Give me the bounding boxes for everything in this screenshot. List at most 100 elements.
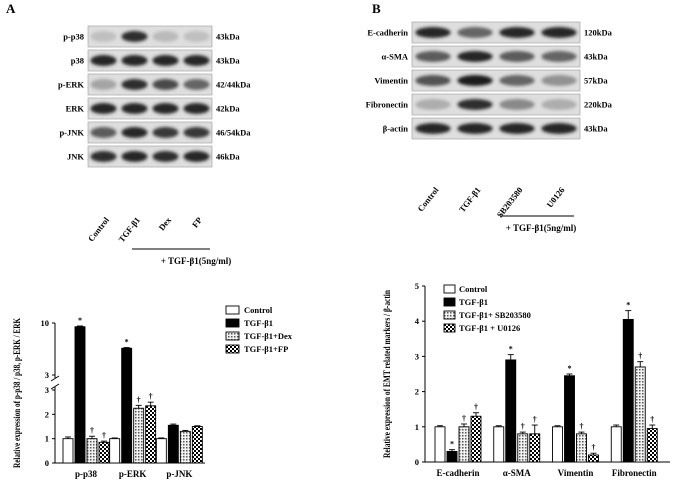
bar	[517, 433, 529, 463]
blot-band	[183, 55, 210, 66]
blot-row-size: 42kDa	[216, 104, 240, 114]
bar	[145, 405, 157, 464]
blot-panel-b: E-cadherin 120kDa α-SMA 43kDa Vimentin 57kDa F…	[366, 21, 613, 220]
blot-strip	[87, 97, 213, 120]
x-tick-label: E-cadherin	[436, 468, 479, 478]
legend-swatch	[225, 331, 240, 341]
blot-strip	[411, 117, 581, 140]
blot-lane-label: U0126	[544, 185, 566, 209]
y-tick-label: 1	[415, 422, 419, 432]
blot-row-label: p-ERK	[58, 80, 84, 90]
blot-band	[499, 75, 535, 86]
blot-band	[183, 151, 210, 162]
legend-swatch	[225, 305, 240, 315]
y-tick-label: 1	[45, 434, 49, 444]
significance-mark: *	[450, 440, 454, 449]
bar	[98, 441, 110, 464]
blot-strip	[411, 45, 581, 68]
blot-band	[541, 75, 577, 86]
blot-band	[90, 103, 117, 114]
significance-mark: †	[533, 415, 537, 424]
significance-mark: †	[137, 395, 141, 404]
legend-label: TGF-β1+FP	[244, 344, 288, 354]
y-tick-label: 4	[415, 316, 420, 326]
legend-label: TGF-β1	[244, 318, 273, 328]
significance-mark: †	[521, 422, 525, 431]
bar	[86, 438, 98, 464]
legend-label: Control	[244, 305, 273, 315]
blot-band	[90, 127, 117, 138]
bar	[634, 366, 646, 463]
blot-band	[183, 79, 210, 90]
blot-band	[183, 31, 210, 42]
blot-band	[457, 75, 493, 86]
bar	[167, 424, 179, 464]
significance-mark: †	[592, 443, 596, 452]
significance-mark: †	[650, 415, 654, 424]
blot-lane-label: FP	[190, 215, 204, 229]
blot-band	[499, 27, 535, 38]
blot-band	[90, 79, 117, 90]
y-tick-label: 10	[41, 318, 50, 328]
blot-strip	[411, 69, 581, 92]
x-tick-label: p-p38	[75, 469, 98, 479]
x-tick-label: α-SMA	[503, 468, 532, 478]
significance-mark: †	[580, 422, 584, 431]
bar	[564, 375, 575, 463]
y-axis-title: Relative expression of EMT related marke…	[382, 290, 392, 458]
blot-lane-label: TGF-β1	[457, 185, 483, 214]
blot-band	[457, 99, 493, 110]
blot-row-size: 46/54kDa	[216, 128, 251, 138]
blot-row-size: 46kDa	[216, 152, 240, 162]
bar	[74, 326, 86, 464]
blot-row-size: 120kDa	[584, 28, 613, 38]
bar	[109, 438, 121, 464]
y-tick-label: 3	[415, 351, 419, 361]
blot-band	[415, 123, 451, 134]
significance-mark: *	[568, 364, 572, 373]
axis-break-mark	[50, 375, 60, 382]
blot-band	[499, 51, 535, 62]
blot-band	[121, 103, 148, 114]
blot-strip	[411, 21, 581, 44]
blot-row-label: p-p38	[63, 32, 84, 42]
legend-swatch	[443, 310, 456, 320]
blot-lane-label: Control	[86, 215, 112, 244]
y-tick-label: 0	[45, 458, 49, 468]
blot-panel-a: p-p38 43kDa p38 43kDa p-ERK 42/44kDa ERK 42kDa p…	[58, 25, 251, 244]
blot-row-label: E-cadherin	[367, 28, 408, 38]
blot-strip	[87, 121, 213, 144]
blot-strip	[87, 145, 213, 168]
blot-band	[152, 103, 179, 114]
blot-band	[90, 151, 117, 162]
legend-label: Control	[459, 284, 488, 294]
blot-band	[541, 99, 577, 110]
chart-a: 0 1 2 3 3 10 Relative expression of p-p38 / p3…	[12, 305, 293, 479]
bar	[191, 426, 203, 464]
blot-band	[415, 99, 451, 110]
bar	[588, 454, 599, 463]
legend-label: TGF-β1	[459, 297, 488, 307]
bar	[434, 426, 446, 463]
significance-mark: †	[90, 426, 94, 435]
blot-row-label: ERK	[66, 104, 85, 114]
legend-swatch	[225, 344, 240, 354]
bar	[458, 426, 470, 463]
significance-mark: *	[626, 301, 630, 310]
bar	[505, 359, 517, 463]
bar	[470, 415, 482, 463]
x-tick-label: Fibronectin	[612, 468, 657, 478]
significance-mark: †	[102, 431, 106, 440]
blot-band	[499, 123, 535, 134]
blot-band	[152, 79, 179, 90]
bar	[610, 426, 622, 463]
axis-break-mark	[50, 383, 60, 390]
blot-band	[121, 151, 148, 162]
y-tick-label: 5	[415, 281, 419, 291]
blot-band	[152, 151, 179, 162]
blot-band	[121, 79, 148, 90]
blot-row-size: 220kDa	[584, 100, 613, 110]
significance-mark: †	[149, 392, 153, 401]
bar	[529, 433, 541, 463]
